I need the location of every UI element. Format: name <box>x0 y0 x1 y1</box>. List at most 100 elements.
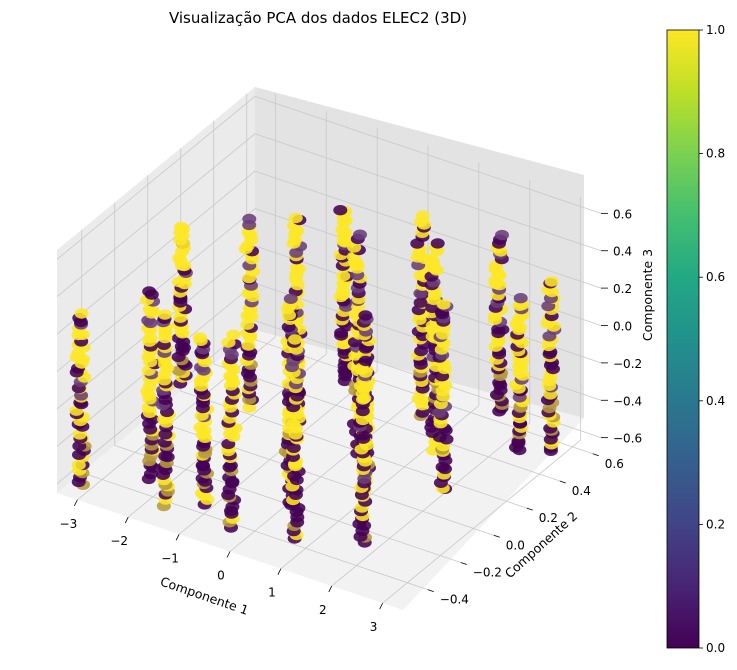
scatter-point <box>358 310 373 321</box>
y-tick-mark <box>427 589 434 593</box>
x-tick-mark <box>73 499 78 507</box>
scatter-point <box>223 460 238 471</box>
x-tick-mark <box>328 585 333 593</box>
y-tick-label: −0.2 <box>473 566 502 580</box>
x-tick-label: 2 <box>319 603 327 617</box>
scatter-point <box>358 355 373 367</box>
x-tick-label: 1 <box>268 586 276 600</box>
z-tick-label: 0.4 <box>613 245 632 259</box>
z-tick-label: −0.4 <box>613 394 642 408</box>
y-tick-mark <box>592 453 599 457</box>
x-tick-mark <box>175 534 180 541</box>
x-tick-label: −2 <box>110 534 128 548</box>
scatter-point <box>415 210 430 221</box>
colorbar-tick-label: 0.0 <box>706 641 725 655</box>
z-grid-left <box>56 133 256 298</box>
scatter-point <box>495 229 509 241</box>
axes-panes <box>57 87 584 610</box>
z-grid-left <box>56 170 256 335</box>
scatter-point <box>72 429 87 440</box>
x-tick-mark <box>226 551 231 558</box>
x-tick-label: 0 <box>217 569 225 583</box>
scatter-point <box>355 414 370 426</box>
scatter-point <box>289 262 304 273</box>
y-tick-mark <box>559 480 566 484</box>
z-grid-back <box>254 320 602 439</box>
z-tick-label: 0.0 <box>613 320 632 334</box>
colorbar <box>666 29 700 649</box>
scatter-point <box>174 221 189 233</box>
scatter-point <box>286 442 301 453</box>
x-tick-mark <box>277 568 282 575</box>
scatter-point <box>512 300 527 311</box>
z-grid-back <box>254 95 602 214</box>
z-grid-back <box>254 133 602 252</box>
x-grid-floor <box>382 439 581 604</box>
scatter-point <box>142 286 157 297</box>
y-tick-label: 0.4 <box>572 484 591 498</box>
scatter-point <box>283 293 298 304</box>
scatter-point <box>288 212 303 224</box>
scatter-point <box>544 276 559 287</box>
scatter-point <box>157 309 172 320</box>
scatter-point <box>333 205 348 216</box>
x-tick-label: 3 <box>370 620 378 634</box>
x-grid-floor <box>178 370 378 535</box>
scatter-point <box>347 242 362 253</box>
x-tick-label: −3 <box>60 517 78 531</box>
colorbar-tick-label: 1.0 <box>706 23 725 37</box>
scatter-point <box>143 332 158 344</box>
z-grid-left <box>56 96 256 260</box>
y-tick-label: 0.6 <box>605 457 624 471</box>
scatter-point <box>241 340 256 351</box>
x-tick-mark <box>379 602 384 610</box>
scatter-point <box>240 319 255 330</box>
scatter-point <box>74 308 89 319</box>
colorbar-tick-label: 0.6 <box>706 270 725 284</box>
scatter-point <box>192 332 207 343</box>
z-tick-label: −0.2 <box>613 357 642 371</box>
floor-pane <box>57 330 584 610</box>
z-tick-label: 0.2 <box>613 282 632 296</box>
x-tick-label: −1 <box>161 551 179 565</box>
scatter-point <box>436 299 451 310</box>
scatter-point <box>513 293 528 304</box>
y-tick-label: 0.2 <box>539 511 558 525</box>
colorbar-tick-label: 0.2 <box>706 517 725 531</box>
x-grid-floor <box>229 388 429 552</box>
scatter-point <box>288 334 302 345</box>
chart-title: Visualização PCA dos dados ELEC2 (3D) <box>169 9 467 27</box>
scatter-point <box>413 297 428 308</box>
y-grid-floor <box>213 363 560 482</box>
scatter-point <box>424 253 439 264</box>
scatter-point <box>430 238 445 249</box>
y-tick-label: 0.0 <box>506 538 525 552</box>
y-grid-floor <box>81 472 428 591</box>
z-tick-label: 0.6 <box>613 207 632 221</box>
scatter-point <box>353 229 367 240</box>
y-tick-mark <box>460 562 467 565</box>
colorbar-tick-label: 0.4 <box>706 394 725 408</box>
scatter-point <box>226 329 241 340</box>
axis-ticks: −3 −2 −1 0 1 2 3 −0.4 −0.2 0.0 0.2 0.4 0.6 −0.6 −0.4 −0… <box>60 207 643 634</box>
scatter-point <box>221 337 236 348</box>
colorbar-tick-label: 0.8 <box>706 147 725 161</box>
scatter-point <box>242 213 257 225</box>
z-tick-label: −0.6 <box>613 432 642 446</box>
y-tick-mark <box>526 507 533 511</box>
x-axis-label: Componente 1 <box>158 574 250 618</box>
scatter-point <box>415 407 430 418</box>
scatter-point <box>336 270 351 282</box>
x-grid-floor <box>331 422 531 587</box>
scatter-point <box>242 402 257 413</box>
z-grid-left <box>56 245 256 410</box>
x-tick-mark <box>124 516 129 524</box>
z-grid-left <box>56 208 256 372</box>
y-tick-mark <box>493 534 500 538</box>
scatter-points <box>69 205 562 548</box>
y-tick-label: −0.4 <box>440 593 469 607</box>
z-axis-label: Componente 3 <box>640 249 655 341</box>
colorbar-ticks: 0.0 0.2 0.4 0.6 0.8 1.0 <box>699 23 725 655</box>
